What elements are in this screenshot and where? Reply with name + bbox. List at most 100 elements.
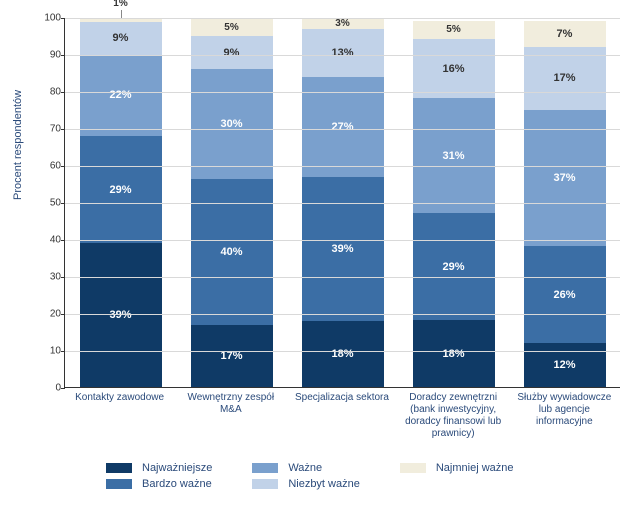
legend-column: Najmniej ważne [400,462,514,490]
x-axis-label: Specjalizacja sektora [292,392,392,440]
legend-item: Najważniejsze [106,462,212,474]
x-axis-label: Służby wywiadowcze lub agencje informacy… [514,392,614,440]
bar-segment: 5% [191,18,273,36]
legend-swatch [106,463,132,473]
ytick-label: 40 [41,235,61,246]
bar-segment: 31% [413,98,495,213]
segment-label: 37% [553,172,575,184]
legend-swatch [400,463,426,473]
segment-label: 39% [109,309,131,321]
ytick-mark [61,166,65,167]
x-axis-label: Wewnętrzny zespół M&A [181,392,281,440]
bar-segment: 5% [413,21,495,40]
ytick-mark [61,55,65,56]
segment-callout: 1% [113,0,127,9]
ytick-mark [61,314,65,315]
gridline [65,92,620,93]
legend-swatch [252,479,278,489]
segment-label: 7% [557,28,573,40]
legend-label: Ważne [288,462,322,474]
ytick-label: 0 [41,383,61,394]
ytick-label: 30 [41,272,61,283]
ytick-label: 70 [41,124,61,135]
legend-item: Niezbyt ważne [252,478,360,490]
segment-label: 27% [331,121,353,133]
legend-column: Najważniejsze Bardzo ważne [106,462,212,490]
segment-label: 5% [446,24,460,35]
bar-segment: 18% [302,321,384,387]
x-axis-label: Kontakty zawodowe [70,392,170,440]
legend-label: Najważniejsze [142,462,212,474]
segment-label: 18% [331,348,353,360]
bar-segment: 9% [80,22,162,55]
ytick-mark [61,240,65,241]
ytick-label: 50 [41,198,61,209]
segment-label: 39% [331,243,353,255]
gridline [65,203,620,204]
segment-label: 17% [553,72,575,84]
ytick-label: 10 [41,346,61,357]
segment-label: 13% [331,47,353,59]
ytick-label: 100 [41,13,61,24]
segment-label: 29% [442,261,464,273]
bar-segment: 26% [524,246,606,342]
ytick-mark [61,203,65,204]
bar-segment: 37% [524,110,606,247]
plot-area: 1%9%22%29%39%5%9%30%40%17%3%13%27%39%18%… [64,18,620,388]
gridline [65,166,620,167]
legend-label: Bardzo ważne [142,478,212,490]
bar-segment: 9% [191,36,273,69]
segment-label: 40% [220,246,242,258]
bar-segment: 12% [524,343,606,387]
x-axis-label: Doradcy zewnętrzni (bank inwestycyjny, d… [403,392,503,440]
x-axis-labels: Kontakty zawodoweWewnętrzny zespół M&ASp… [64,392,620,440]
segment-label: 26% [553,289,575,301]
segment-label: 18% [442,348,464,360]
ytick-mark [61,388,65,389]
legend-label: Najmniej ważne [436,462,514,474]
legend-swatch [252,463,278,473]
chart-container: Procent respondentów 1%9%22%29%39%5%9%30… [36,10,626,510]
bar-segment: 13% [302,29,384,77]
bar-segment: 17% [191,325,273,387]
ytick-mark [61,129,65,130]
bar-segment: 7% [524,21,606,47]
gridline [65,129,620,130]
gridline [65,55,620,56]
y-axis-label: Procent respondentów [12,90,24,200]
legend-label: Niezbyt ważne [288,478,360,490]
ytick-label: 60 [41,161,61,172]
gridline [65,18,620,19]
gridline [65,277,620,278]
legend-item: Ważne [252,462,360,474]
segment-label: 5% [224,22,238,33]
ytick-mark [61,18,65,19]
legend-swatch [106,479,132,489]
segment-label: 3% [335,18,349,29]
ytick-mark [61,351,65,352]
segment-label: 16% [442,63,464,75]
segment-label: 9% [113,32,129,44]
legend-item: Bardzo ważne [106,478,212,490]
gridline [65,240,620,241]
legend: Najważniejsze Bardzo ważne Ważne Niezbyt wa… [106,462,626,490]
gridline [65,351,620,352]
segment-label: 29% [109,184,131,196]
bar-segment: 22% [80,55,162,136]
bar-segment: 39% [80,243,162,387]
bar-segment: 30% [191,69,273,179]
callout-line [121,10,122,18]
segment-label: 31% [442,150,464,162]
bar-segment: 39% [302,177,384,321]
bar-segment: 16% [413,39,495,98]
legend-column: Ważne Niezbyt ważne [252,462,360,490]
segment-label: 9% [224,47,240,59]
legend-item: Najmniej ważne [400,462,514,474]
bar-segment: 18% [413,320,495,387]
ytick-mark [61,277,65,278]
bar-segment: 29% [413,213,495,320]
ytick-label: 90 [41,50,61,61]
bar-segment: 29% [80,136,162,243]
bar-segment: 3% [302,18,384,29]
ytick-mark [61,92,65,93]
